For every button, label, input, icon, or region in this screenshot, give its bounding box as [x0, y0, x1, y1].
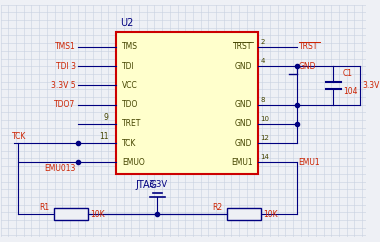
Text: TRET: TRET	[122, 119, 141, 129]
Text: 3.3V 5: 3.3V 5	[51, 81, 76, 90]
Text: U2: U2	[120, 18, 133, 28]
Text: C1: C1	[343, 69, 353, 78]
Text: R1: R1	[40, 203, 50, 212]
Text: 9: 9	[103, 113, 108, 122]
Text: TMS1: TMS1	[55, 43, 76, 52]
Text: 3.3V: 3.3V	[362, 81, 380, 90]
Text: 12: 12	[260, 135, 269, 141]
Text: 10: 10	[260, 116, 269, 122]
Text: JTAG: JTAG	[135, 180, 157, 190]
Text: GND: GND	[299, 62, 316, 71]
Text: GND: GND	[235, 139, 253, 148]
Text: EMUO: EMUO	[122, 158, 144, 167]
Text: TDO7: TDO7	[54, 100, 76, 109]
Text: TMS: TMS	[122, 43, 138, 52]
Text: 14: 14	[260, 154, 269, 160]
Text: EMU013: EMU013	[44, 164, 76, 173]
Text: 8: 8	[260, 97, 265, 103]
Text: 10K: 10K	[263, 210, 278, 219]
Text: TDI: TDI	[122, 62, 135, 71]
Bar	[226, 208, 261, 220]
Text: 11: 11	[99, 132, 108, 141]
Text: TRST: TRST	[299, 43, 318, 52]
Text: TCK: TCK	[12, 132, 27, 141]
Bar	[54, 208, 88, 220]
Text: VCC: VCC	[122, 81, 138, 90]
Text: GND: GND	[235, 62, 253, 71]
Text: 2: 2	[260, 39, 264, 45]
Text: TDI 3: TDI 3	[56, 62, 76, 71]
Text: 3.3V: 3.3V	[148, 180, 167, 189]
Text: R2: R2	[213, 203, 223, 212]
Text: 104: 104	[343, 87, 358, 96]
Text: GND: GND	[235, 119, 253, 129]
Text: TDO: TDO	[122, 100, 138, 109]
Text: 10K: 10K	[90, 210, 105, 219]
Text: TCK: TCK	[122, 139, 136, 148]
Bar	[116, 32, 258, 174]
Text: EMU1: EMU1	[299, 158, 320, 167]
Text: GND: GND	[235, 100, 253, 109]
Text: TRST: TRST	[233, 43, 253, 52]
Text: 4: 4	[260, 58, 264, 64]
Text: EMU1: EMU1	[231, 158, 253, 167]
